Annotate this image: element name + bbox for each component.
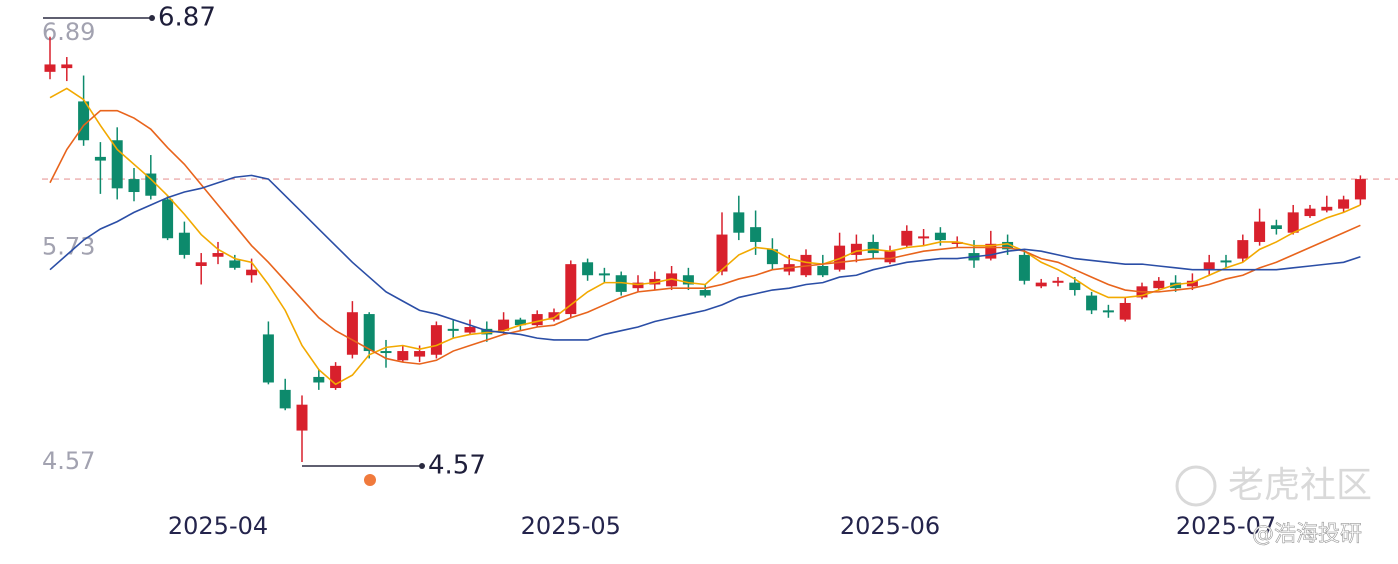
- candle-body: [817, 265, 829, 276]
- candle-body: [94, 156, 106, 161]
- candle-body: [313, 376, 325, 383]
- watermark-brand: 老虎社区: [1228, 465, 1372, 506]
- candle-body: [195, 262, 207, 266]
- candle-body: [464, 327, 476, 333]
- candle-body: [850, 243, 862, 255]
- candle-body: [363, 314, 375, 352]
- candle-body: [514, 319, 526, 326]
- candle-body: [1170, 282, 1182, 289]
- candle-body: [1354, 179, 1366, 200]
- candle-body: [565, 264, 577, 315]
- candle-body: [548, 312, 560, 320]
- watermark-logo: [1175, 465, 1217, 507]
- candle-body: [1254, 221, 1266, 242]
- candle-body: [330, 365, 342, 389]
- max-dot: [149, 15, 155, 21]
- candle-body: [246, 269, 258, 276]
- candle-body: [397, 351, 409, 361]
- candle-body: [1270, 225, 1282, 230]
- candle-body: [1035, 282, 1047, 287]
- candle-body: [884, 251, 896, 263]
- candle-body: [1069, 282, 1081, 291]
- candle-body: [1086, 295, 1098, 311]
- candle-body: [212, 253, 224, 257]
- candle-body: [498, 319, 510, 331]
- candle-body: [145, 173, 157, 196]
- candle-body: [1102, 310, 1114, 313]
- max-label: 6.87: [158, 3, 216, 33]
- candle-body: [1304, 208, 1316, 217]
- candle-body: [649, 278, 661, 285]
- watermark: 老虎社区: [1175, 465, 1372, 507]
- candle-body: [380, 351, 392, 354]
- candle-body: [985, 243, 997, 259]
- candle-body: [229, 260, 241, 268]
- candle-body: [1287, 212, 1299, 233]
- candle-body: [750, 227, 762, 242]
- y-tick-label: 4.57: [42, 447, 95, 475]
- candle-body: [582, 262, 594, 276]
- candle-body: [128, 179, 140, 193]
- candle-body: [61, 64, 73, 69]
- candle-body: [632, 282, 644, 289]
- candle-body: [1237, 240, 1249, 259]
- candle-body: [414, 351, 426, 357]
- candle-body: [1119, 302, 1131, 320]
- candle-body: [447, 328, 459, 331]
- candle-body: [531, 314, 543, 326]
- candle-body: [901, 230, 913, 246]
- candle-body: [296, 404, 308, 431]
- candle-body: [834, 245, 846, 270]
- candle-body: [1002, 241, 1014, 250]
- candle-body: [430, 325, 442, 355]
- candle-body: [1321, 206, 1333, 211]
- y-tick-label: 5.73: [42, 233, 95, 261]
- candle-body: [716, 234, 728, 272]
- min-label: 4.57: [428, 451, 486, 481]
- candle-body: [682, 275, 694, 285]
- x-tick-label: 2025-04: [168, 512, 268, 540]
- ma-line: [49, 87, 1361, 386]
- x-tick-label: 2025-07: [1176, 512, 1276, 540]
- candle-body: [1220, 260, 1232, 263]
- candle-body: [111, 140, 123, 189]
- candle-body: [346, 312, 358, 355]
- x-tick-label: 2025-05: [521, 512, 621, 540]
- y-tick-label: 6.89: [42, 18, 95, 46]
- candle-body: [766, 249, 778, 265]
- candle-body: [918, 236, 930, 239]
- candle-body: [44, 64, 56, 72]
- candle-body: [951, 241, 963, 244]
- candle-body: [178, 232, 190, 255]
- candle-body: [1203, 262, 1215, 270]
- candle-body: [867, 241, 879, 254]
- candle-body: [1153, 280, 1165, 289]
- candle-body: [162, 199, 174, 239]
- candle-body: [279, 389, 291, 409]
- candle-body: [1018, 254, 1030, 281]
- candle-body: [78, 101, 90, 141]
- candle-body: [699, 290, 711, 296]
- ma-line: [49, 174, 1361, 341]
- candle-body: [615, 275, 627, 292]
- candle-body: [481, 328, 493, 335]
- min-dot: [419, 463, 425, 469]
- candle-body: [934, 232, 946, 241]
- watermark-author: @浩海投研: [1252, 522, 1362, 547]
- candle-body: [262, 334, 274, 383]
- candle-body: [800, 254, 812, 276]
- event-marker: [364, 474, 376, 486]
- candle-body: [733, 212, 745, 233]
- candle-body: [1338, 199, 1350, 209]
- candle-body: [598, 273, 610, 276]
- candle-body: [1052, 280, 1064, 283]
- candle-body: [1186, 280, 1198, 287]
- candle-body: [666, 273, 678, 287]
- x-tick-label: 2025-06: [840, 512, 940, 540]
- ma-line: [49, 109, 1361, 365]
